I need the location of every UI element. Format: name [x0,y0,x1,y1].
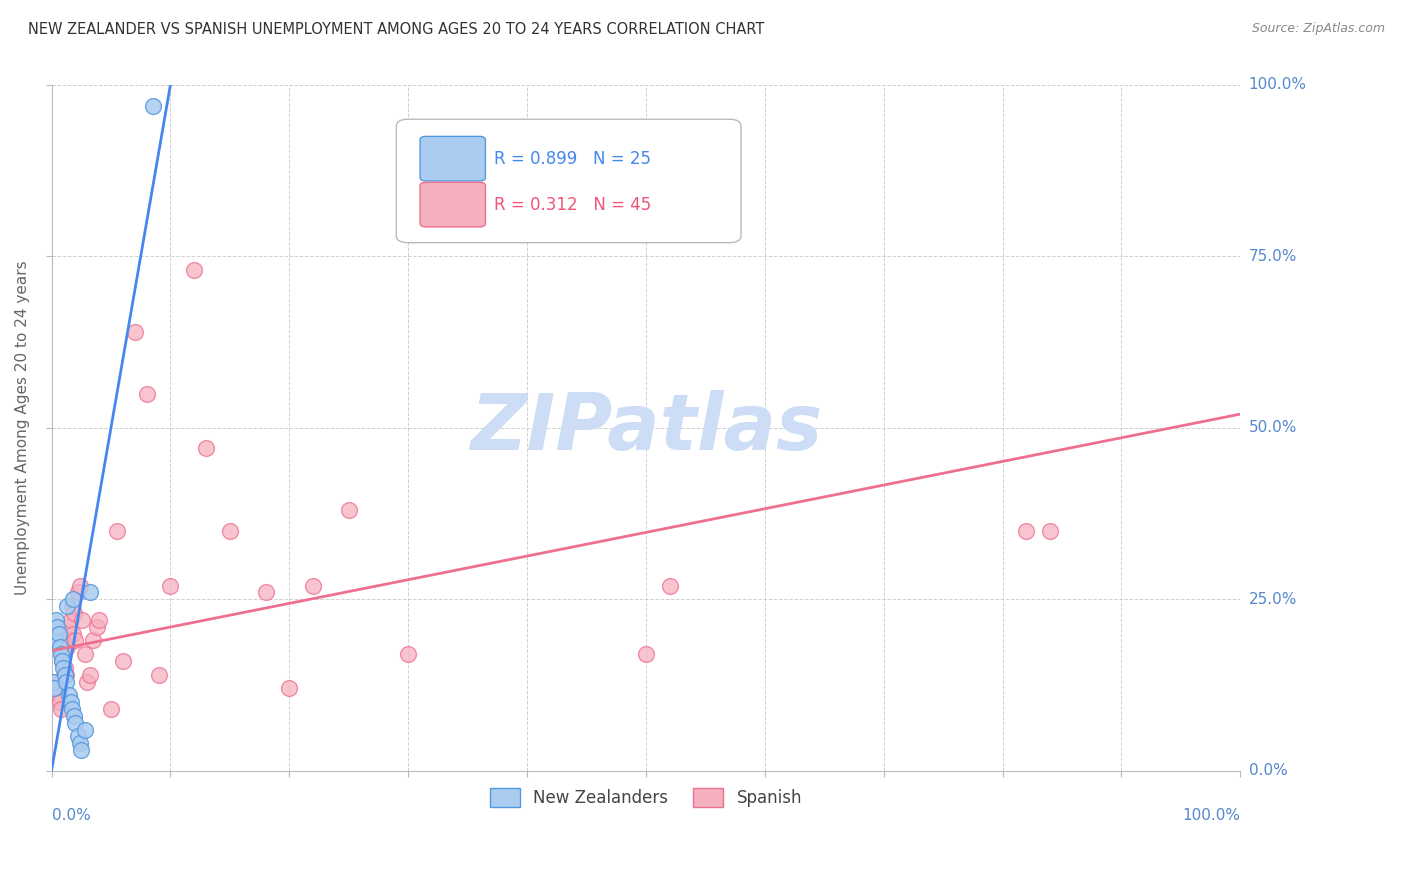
Point [62,592,84,607]
Text: ZIPatlas: ZIPatlas [470,390,823,466]
Text: Source: ZipAtlas.com: Source: ZipAtlas.com [1251,22,1385,36]
Text: 75.0%: 75.0% [1249,249,1296,264]
Point [396,647,419,661]
Point [337,503,360,517]
Point [42,681,65,696]
Point [60,599,83,614]
Point [52,661,75,675]
Point [56,599,79,614]
Point [63,709,86,723]
Point [254,585,277,599]
Point [46,681,69,696]
Point [1039,524,1062,538]
Point [59,695,82,709]
Point [69,578,91,592]
Point [55,667,77,681]
Point [159,578,181,592]
Point [105,524,128,538]
Point [111,654,134,668]
Point [44,633,66,648]
Point [48,626,70,640]
Text: 100.0%: 100.0% [1249,78,1306,93]
Point [79,585,101,599]
Point [59,613,82,627]
FancyBboxPatch shape [420,136,485,181]
Text: 0.0%: 0.0% [52,808,90,823]
Point [41,674,63,689]
Point [100,702,122,716]
Point [70,743,93,757]
Point [55,674,77,689]
Text: 100.0%: 100.0% [1182,808,1240,823]
Point [66,730,89,744]
Point [56,633,79,648]
Point [634,647,657,661]
Point [135,386,157,401]
Point [124,325,146,339]
Point [79,667,101,681]
Point [302,578,325,592]
Text: 25.0%: 25.0% [1249,591,1296,607]
Point [76,674,98,689]
Point [52,647,75,661]
Point [218,524,240,538]
Point [53,661,76,675]
Point [63,606,86,620]
Text: 0.0%: 0.0% [1249,764,1288,778]
Point [49,695,72,709]
Point [56,640,79,655]
Point [148,667,170,681]
Point [1015,524,1038,538]
Point [82,633,104,648]
FancyBboxPatch shape [396,120,741,243]
FancyBboxPatch shape [420,182,485,227]
Point [48,688,70,702]
Point [46,620,69,634]
Point [51,654,73,668]
Point [86,620,108,634]
Point [49,640,72,655]
Point [195,442,218,456]
Point [72,613,94,627]
Point [60,702,83,716]
Point [51,654,73,668]
Point [69,736,91,750]
Legend: New Zealanders, Spanish: New Zealanders, Spanish [484,781,808,814]
Point [45,674,67,689]
Point [66,585,89,599]
Point [73,723,96,737]
Point [87,613,110,627]
Text: 50.0%: 50.0% [1249,420,1296,435]
Point [45,613,67,627]
Point [49,647,72,661]
Point [58,688,80,702]
Point [278,681,301,696]
Point [49,702,72,716]
Point [65,715,87,730]
Y-axis label: Unemployment Among Ages 20 to 24 years: Unemployment Among Ages 20 to 24 years [15,260,30,595]
Point [142,98,165,112]
Point [183,263,205,277]
Text: R = 0.899   N = 25: R = 0.899 N = 25 [494,150,651,168]
Text: R = 0.312   N = 45: R = 0.312 N = 45 [494,195,651,213]
Point [62,626,84,640]
Point [58,620,80,634]
Point [73,647,96,661]
Point [658,578,681,592]
Text: NEW ZEALANDER VS SPANISH UNEMPLOYMENT AMONG AGES 20 TO 24 YEARS CORRELATION CHAR: NEW ZEALANDER VS SPANISH UNEMPLOYMENT AM… [28,22,765,37]
Point [53,667,76,681]
Point [65,633,87,648]
